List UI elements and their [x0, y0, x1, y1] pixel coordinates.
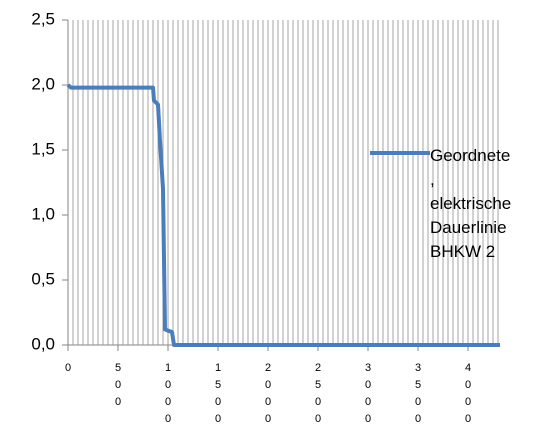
- x-tick-label: 1000: [162, 362, 174, 430]
- y-tick-label: 1,5: [31, 139, 55, 158]
- y-tick-label: 1,0: [31, 204, 55, 223]
- x-tick-label: 3000: [362, 362, 374, 430]
- y-tick-label: 2,5: [31, 9, 55, 28]
- x-tick-label: 1500: [212, 362, 224, 430]
- x-tick-label: 0: [62, 362, 74, 379]
- y-tick-label: 2,0: [31, 74, 55, 93]
- y-tick-label: 0,0: [31, 334, 55, 353]
- x-tick-label: 2000: [262, 362, 274, 430]
- y-tick-label: 0,5: [31, 269, 55, 288]
- legend-label: Geordnete , elektrische Dauerlinie BHKW …: [430, 146, 512, 261]
- x-tick-label: 3500: [412, 362, 424, 430]
- data-line: [66, 83, 500, 347]
- x-tick-label: 4000: [462, 362, 474, 430]
- x-tick-label: 2500: [312, 362, 324, 430]
- x-tick-label: 500: [112, 362, 124, 413]
